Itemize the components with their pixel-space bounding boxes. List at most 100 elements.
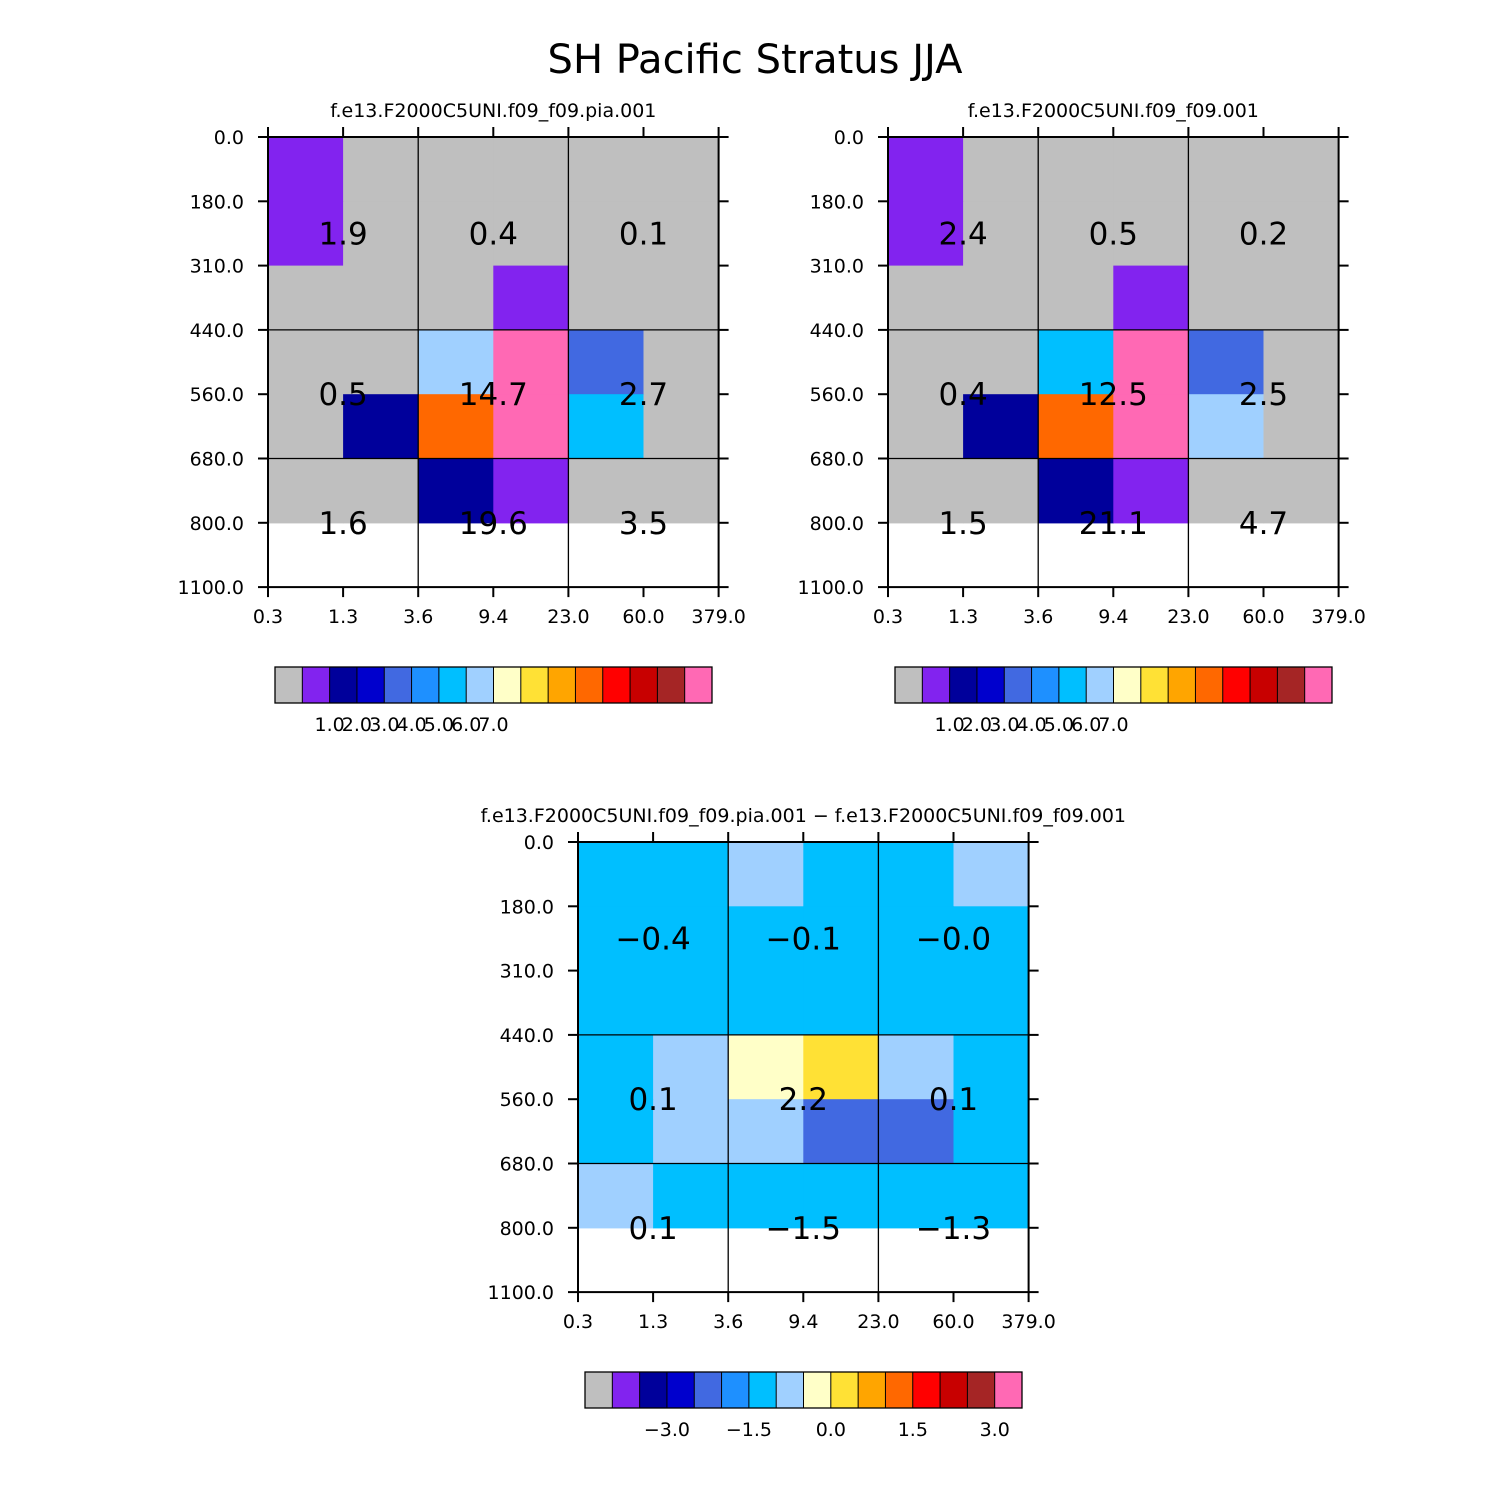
x-tick-label: 3.6 (403, 606, 433, 628)
heatmap-cell (1263, 265, 1340, 331)
colorbar-swatch (585, 1372, 613, 1408)
colorbar-swatch (639, 1372, 668, 1408)
heatmap-cell (568, 201, 645, 267)
heatmap-cell (643, 329, 720, 395)
colorbar-swatch (1222, 667, 1251, 703)
heatmap-cell (1038, 394, 1114, 460)
heatmap-cell (578, 906, 654, 972)
colorbar-swatch (858, 1372, 886, 1408)
y-tick-label: 800.0 (190, 513, 244, 535)
heatmap-cell (1188, 137, 1265, 202)
heatmap-cell (1113, 137, 1189, 202)
colorbar-label: 4.0 (396, 714, 426, 736)
heatmap-cell (418, 329, 494, 395)
colorbar-swatch (1304, 667, 1333, 703)
y-tick-label: 310.0 (500, 961, 554, 983)
x-tick-label: 1.3 (948, 606, 978, 628)
panel-title: f.e13.F2000C5UNI.f09_f09.pia.001 (330, 100, 656, 122)
colorbar-frame (894, 666, 1333, 704)
heatmap-cell (568, 265, 645, 331)
colorbar-label: 3.0 (989, 714, 1019, 736)
colorbar-swatch (666, 1372, 695, 1408)
heatmap-cell (343, 458, 419, 524)
y-tick-label: 0.0 (834, 127, 864, 149)
heatmap-cell (728, 1163, 804, 1229)
main-title: SH Pacific Stratus JJA (548, 37, 964, 83)
x-tick-label: 9.4 (478, 606, 508, 628)
colorbar-label: 4.0 (1016, 714, 1046, 736)
heatmap-cell (963, 201, 1039, 267)
colorbar-swatch (967, 1372, 996, 1408)
heatmap-cell (418, 394, 494, 460)
y-tick-label: 310.0 (810, 256, 864, 278)
heatmap-cell (728, 842, 804, 907)
x-tick-label: 60.0 (1242, 606, 1284, 628)
y-tick-label: 1100.0 (798, 577, 864, 599)
x-tick-label: 23.0 (547, 606, 589, 628)
cell-value-label: 0.5 (1089, 216, 1138, 252)
colorbar-label: 1.0 (314, 714, 344, 736)
cell-value-label: −1.3 (916, 1211, 991, 1247)
colorbar-swatch (411, 667, 440, 703)
colorbar-label: 3.0 (369, 714, 399, 736)
heatmap-cell (728, 1034, 804, 1100)
cell-value-label: −0.4 (615, 922, 690, 958)
heatmap-cell (878, 1034, 955, 1100)
heatmap-cell (728, 906, 804, 972)
y-tick-label: 560.0 (190, 384, 244, 406)
colorbar-swatch (384, 667, 412, 703)
heatmap-cell (888, 201, 964, 267)
colorbar-label: 1.5 (898, 1419, 928, 1441)
heatmap-cell (493, 458, 569, 524)
colorbar-swatch (1168, 667, 1196, 703)
y-tick-label: 680.0 (190, 449, 244, 471)
heatmap-cell (1113, 458, 1189, 524)
heatmap-cell (878, 842, 955, 907)
heatmap-cell (1038, 137, 1114, 202)
colorbar-swatch (1058, 667, 1087, 703)
heatmap-cell (1263, 201, 1340, 267)
heatmap-cell (963, 458, 1039, 524)
heatmap-cell (578, 1034, 654, 1100)
y-tick-label: 180.0 (500, 896, 554, 918)
heatmap-cell (343, 265, 419, 331)
panel-2: 0.3 1.3 3.6 9.4 23.0 60.0 379.0 0.0 180.0 310.0 44… (798, 100, 1366, 736)
colorbar-swatch (493, 667, 522, 703)
heatmap-cell (728, 970, 804, 1036)
heatmap-cell (578, 842, 654, 907)
heatmap-cell (953, 1163, 1030, 1229)
heatmap-cell (268, 458, 344, 524)
colorbar-swatch (895, 667, 923, 703)
colorbar-label: 1.0 (934, 714, 964, 736)
heatmap-cell (643, 137, 720, 202)
colorbar-label: 2.0 (962, 714, 992, 736)
heatmap-cell (653, 842, 729, 907)
cell-value-label: 0.1 (929, 1082, 978, 1118)
heatmap-cell (888, 329, 964, 395)
heatmap-cell (578, 1163, 654, 1229)
y-tick-label: 800.0 (810, 513, 864, 535)
x-tick-label: 23.0 (857, 1311, 899, 1333)
colorbar-swatch (803, 1372, 832, 1408)
heatmap-cell (888, 394, 964, 460)
heatmap-cell (578, 970, 654, 1036)
heatmap-cell (653, 1163, 729, 1229)
heatmap-cell (643, 201, 720, 267)
colorbar-label: 5.0 (424, 714, 454, 736)
panel-3: 0.3 1.3 3.6 9.4 23.0 60.0 379.0 0.0 180.0 310.0 44… (481, 805, 1126, 1441)
cell-value-label: 0.4 (469, 216, 518, 252)
cell-value-label: 0.1 (628, 1211, 677, 1247)
y-tick-label: 180.0 (810, 191, 864, 213)
colorbar-swatch (1113, 667, 1142, 703)
heatmap-cell (643, 394, 720, 460)
colorbar-swatch (684, 667, 713, 703)
colorbar-label: 6.0 (1071, 714, 1101, 736)
x-tick-label: 3.6 (1023, 606, 1053, 628)
heatmap-cell (578, 1099, 654, 1165)
heatmap-cell (268, 329, 344, 395)
heatmap-cell (343, 201, 419, 267)
x-tick-label: 23.0 (1167, 606, 1209, 628)
y-tick-label: 0.0 (524, 832, 554, 854)
colorbar-swatch (1031, 667, 1060, 703)
